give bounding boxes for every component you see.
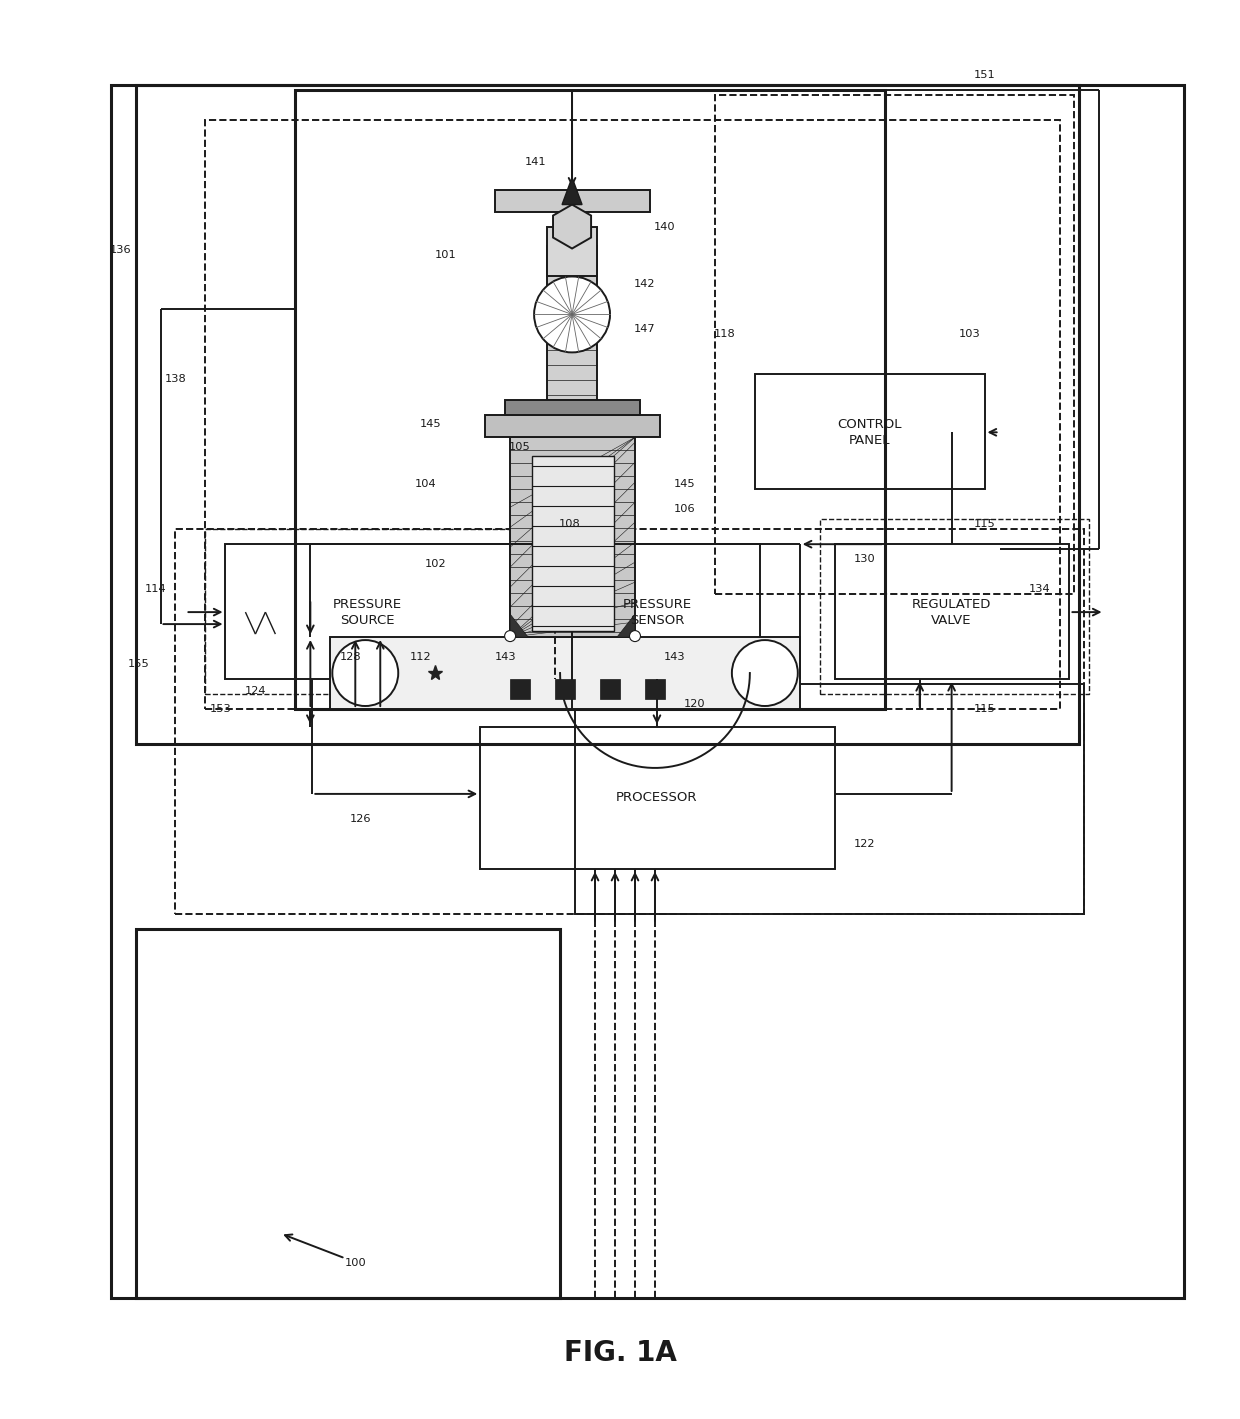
Text: 134: 134 xyxy=(1029,585,1050,595)
Text: 112: 112 xyxy=(409,653,432,663)
Bar xyxy=(505,400,640,416)
Text: 103: 103 xyxy=(959,329,981,339)
Text: PRESSURE
SOURCE: PRESSURE SOURCE xyxy=(332,597,402,627)
Circle shape xyxy=(630,630,641,641)
Text: 120: 120 xyxy=(684,700,706,710)
Bar xyxy=(510,680,531,700)
Text: 101: 101 xyxy=(434,250,456,260)
Text: 102: 102 xyxy=(424,559,446,569)
Text: 153: 153 xyxy=(210,704,232,714)
Polygon shape xyxy=(553,204,591,248)
Text: PROCESSOR: PROCESSOR xyxy=(616,792,698,805)
Text: 136: 136 xyxy=(110,244,131,254)
Bar xyxy=(135,85,1080,744)
Bar xyxy=(295,89,884,710)
Text: 147: 147 xyxy=(634,325,656,335)
Bar xyxy=(820,519,1090,694)
Bar xyxy=(532,457,614,631)
Text: 142: 142 xyxy=(634,280,656,289)
Bar xyxy=(835,543,1069,680)
Text: 145: 145 xyxy=(419,420,441,430)
Bar xyxy=(485,416,660,437)
Text: 143: 143 xyxy=(665,653,686,663)
Text: 140: 140 xyxy=(655,221,676,231)
Bar xyxy=(510,437,635,637)
Bar xyxy=(480,727,835,868)
Polygon shape xyxy=(618,614,635,637)
Bar xyxy=(556,543,760,680)
Text: 106: 106 xyxy=(675,504,696,514)
Text: 115: 115 xyxy=(973,704,996,714)
Text: 128: 128 xyxy=(340,653,361,663)
Text: 138: 138 xyxy=(165,375,186,385)
Polygon shape xyxy=(510,614,528,637)
Circle shape xyxy=(505,630,516,641)
Text: 104: 104 xyxy=(414,480,436,490)
Circle shape xyxy=(732,640,797,707)
Bar xyxy=(110,85,1184,1298)
Bar xyxy=(755,375,985,490)
Circle shape xyxy=(332,640,398,707)
Circle shape xyxy=(534,277,610,352)
Text: 108: 108 xyxy=(559,519,580,529)
Bar xyxy=(556,680,575,700)
Bar xyxy=(575,684,1085,914)
Bar xyxy=(176,529,1085,914)
Text: 141: 141 xyxy=(525,156,546,166)
Text: 143: 143 xyxy=(495,653,516,663)
Bar xyxy=(330,637,800,710)
Bar xyxy=(645,680,665,700)
Text: 122: 122 xyxy=(854,839,875,849)
Polygon shape xyxy=(562,177,582,204)
Text: PRESSURE
SENSOR: PRESSURE SENSOR xyxy=(622,597,692,627)
Text: 145: 145 xyxy=(675,480,696,490)
Bar xyxy=(495,190,650,211)
Bar xyxy=(600,680,620,700)
Text: REGULATED
VALVE: REGULATED VALVE xyxy=(911,597,991,627)
Text: 126: 126 xyxy=(350,815,371,824)
Text: 100: 100 xyxy=(345,1259,366,1269)
Bar xyxy=(206,529,531,694)
Bar xyxy=(547,227,596,277)
Text: CONTROL
PANEL: CONTROL PANEL xyxy=(837,417,901,447)
Text: 155: 155 xyxy=(128,658,149,668)
Text: FIG. 1A: FIG. 1A xyxy=(563,1340,677,1368)
Text: 114: 114 xyxy=(145,585,166,595)
Bar xyxy=(226,543,510,680)
Text: 118: 118 xyxy=(714,329,735,339)
Text: 115: 115 xyxy=(973,519,996,529)
Bar xyxy=(135,929,560,1298)
Text: 124: 124 xyxy=(244,685,267,697)
Bar xyxy=(206,119,1059,710)
Text: 151: 151 xyxy=(973,70,996,79)
Bar xyxy=(715,95,1075,595)
Text: 105: 105 xyxy=(510,443,531,453)
Bar xyxy=(547,245,596,400)
Text: 130: 130 xyxy=(854,555,875,565)
